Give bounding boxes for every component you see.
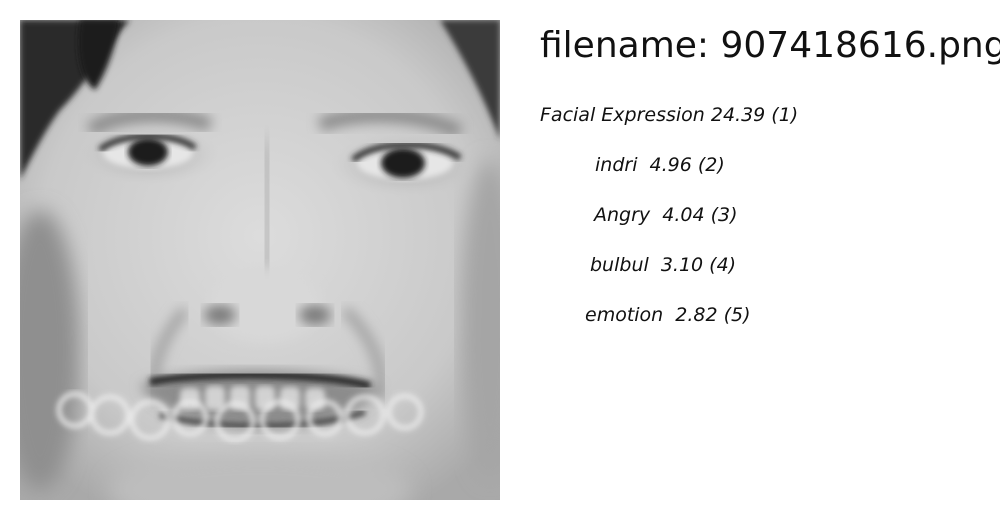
face-photo [20, 20, 500, 500]
prediction-5: emotion 2.82 (5) [585, 304, 751, 326]
prediction-1: Facial Expression 24.39 (1) [540, 104, 799, 126]
filename-label: filename: 907418616.png [540, 25, 1000, 66]
prediction-3: Angry 4.04 (3) [594, 204, 738, 226]
face-photo-graphic [20, 20, 500, 500]
prediction-4: bulbul 3.10 (4) [590, 254, 737, 276]
prediction-2: indri 4.96 (2) [595, 154, 725, 176]
